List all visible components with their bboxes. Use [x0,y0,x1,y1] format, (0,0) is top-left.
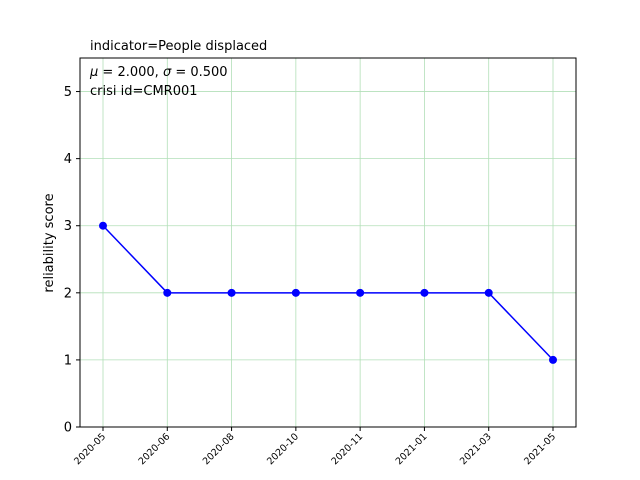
data-point [549,355,557,364]
y-tick-label: 4 [64,152,72,167]
data-point [291,288,300,297]
data-point [484,288,493,297]
y-tick-label: 1 [64,353,72,368]
data-point [356,288,365,297]
mean-symbol: μ [89,65,98,80]
sigma-value: 0.500 [190,65,227,80]
y-tick-label: 2 [64,286,72,301]
crisis-id-annotation: crisi id=CMR001 [90,84,198,99]
y-tick-label: 0 [64,421,72,436]
series-line [102,225,554,361]
y-axis: 0 1 2 3 4 5 [64,85,80,436]
plot-frame [79,57,577,428]
data-point [99,221,107,230]
stats-separator: , [155,65,163,80]
data-point [163,288,172,297]
mean-value: 2.000 [117,65,154,80]
data-point [420,288,429,297]
mean-equals: = [98,65,117,80]
y-axis-label: reliability score [42,193,57,292]
stats-annotation: μ = 2.000, σ = 0.500 [89,65,228,80]
sigma-equals: = [171,65,190,80]
series-layer [99,221,557,364]
data-point [227,288,236,297]
y-tick-label: 5 [64,85,72,100]
chart-title: indicator=People displaced [90,39,267,54]
y-tick-label: 3 [64,219,72,234]
sigma-symbol: σ [163,65,172,80]
